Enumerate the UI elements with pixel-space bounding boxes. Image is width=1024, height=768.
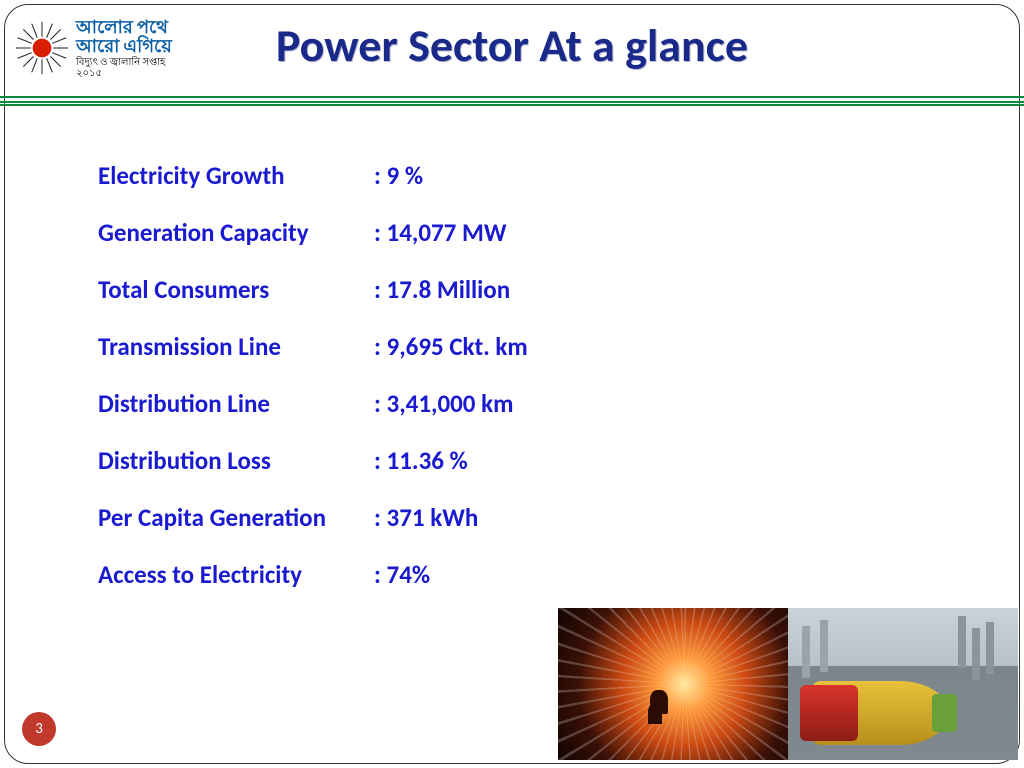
stat-value: : 371 kWh: [374, 502, 478, 533]
stat-label: Total Consumers: [98, 274, 374, 305]
stats-list: Electricity Growth : 9 % Generation Capa…: [98, 160, 964, 616]
stat-label: Per Capita Generation: [98, 502, 374, 533]
page-number-badge: 3: [22, 712, 56, 746]
stat-value: : 11.36 %: [374, 445, 468, 476]
stat-row: Per Capita Generation : 371 kWh: [98, 502, 964, 533]
stat-row: Distribution Loss : 11.36 %: [98, 445, 964, 476]
stat-value: : 17.8 Million: [374, 274, 510, 305]
stat-label: Access to Electricity: [98, 559, 374, 590]
stat-value: : 74%: [374, 559, 430, 590]
stat-label: Transmission Line: [98, 331, 374, 362]
stat-row: Generation Capacity : 14,077 MW: [98, 217, 964, 248]
photo-strip: [558, 608, 1018, 760]
stat-row: Distribution Line : 3,41,000 km: [98, 388, 964, 419]
stat-label: Generation Capacity: [98, 217, 374, 248]
header: আলোর পথে আরো এগিয়ে বিদ্যুৎ ও জ্বালানি স…: [0, 0, 1024, 100]
photo-power-plant: [788, 608, 1018, 760]
stat-value: : 3,41,000 km: [374, 388, 513, 419]
stat-row: Electricity Growth : 9 %: [98, 160, 964, 191]
stat-value: : 9 %: [374, 160, 423, 191]
stat-row: Transmission Line : 9,695 Ckt. km: [98, 331, 964, 362]
stat-row: Total Consumers : 17.8 Million: [98, 274, 964, 305]
stat-value: : 9,695 Ckt. km: [374, 331, 528, 362]
stat-row: Access to Electricity : 74%: [98, 559, 964, 590]
stat-value: : 14,077 MW: [374, 217, 507, 248]
page-number: 3: [35, 720, 43, 738]
stat-label: Electricity Growth: [98, 160, 374, 191]
slide-title: Power Sector At a glance: [0, 18, 1024, 74]
stat-label: Distribution Line: [98, 388, 374, 419]
stat-label: Distribution Loss: [98, 445, 374, 476]
photo-tunnel: [558, 608, 788, 760]
generator-shape: [811, 681, 949, 745]
